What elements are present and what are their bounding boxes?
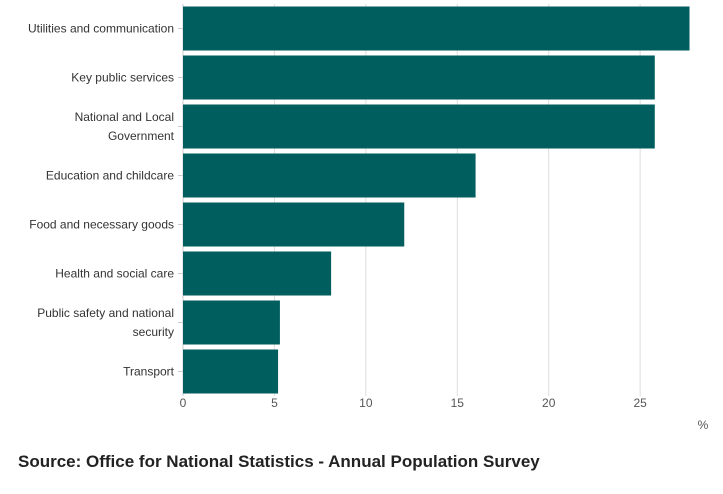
category-label: Education and childcare: [46, 169, 174, 183]
bar: [183, 55, 655, 100]
bar: [183, 251, 332, 296]
bar: [183, 104, 655, 149]
bar: [183, 300, 280, 345]
category-label: Transport: [123, 365, 175, 379]
x-tick-label: 5: [271, 396, 278, 410]
category-label: Public safety and national: [37, 306, 174, 320]
source-note: Source: Office for National Statistics -…: [18, 452, 540, 471]
bar: [183, 202, 405, 247]
bar-chart: Utilities and communication Key public se…: [28, 4, 709, 432]
bar: [183, 6, 690, 51]
category-label: Utilities and communication: [28, 22, 174, 36]
x-tick-label: 15: [451, 396, 465, 410]
bar: [183, 153, 476, 198]
category-label: security: [133, 325, 174, 339]
x-axis-unit: %: [698, 418, 709, 432]
category-label: National and Local: [75, 110, 174, 124]
x-tick-label: 10: [359, 396, 373, 410]
x-axis-ticks: 0 5 10 15 20 25: [180, 396, 647, 410]
bar: [183, 349, 279, 394]
bars: [183, 6, 690, 394]
x-tick-label: 20: [542, 396, 556, 410]
category-label: Key public services: [71, 71, 174, 85]
category-label: Health and social care: [55, 267, 174, 281]
category-label: Government: [108, 129, 175, 143]
category-labels: Utilities and communication Key public se…: [28, 22, 183, 379]
x-tick-label: 25: [633, 396, 647, 410]
x-tick-label: 0: [180, 396, 187, 410]
category-label: Food and necessary goods: [29, 218, 174, 232]
